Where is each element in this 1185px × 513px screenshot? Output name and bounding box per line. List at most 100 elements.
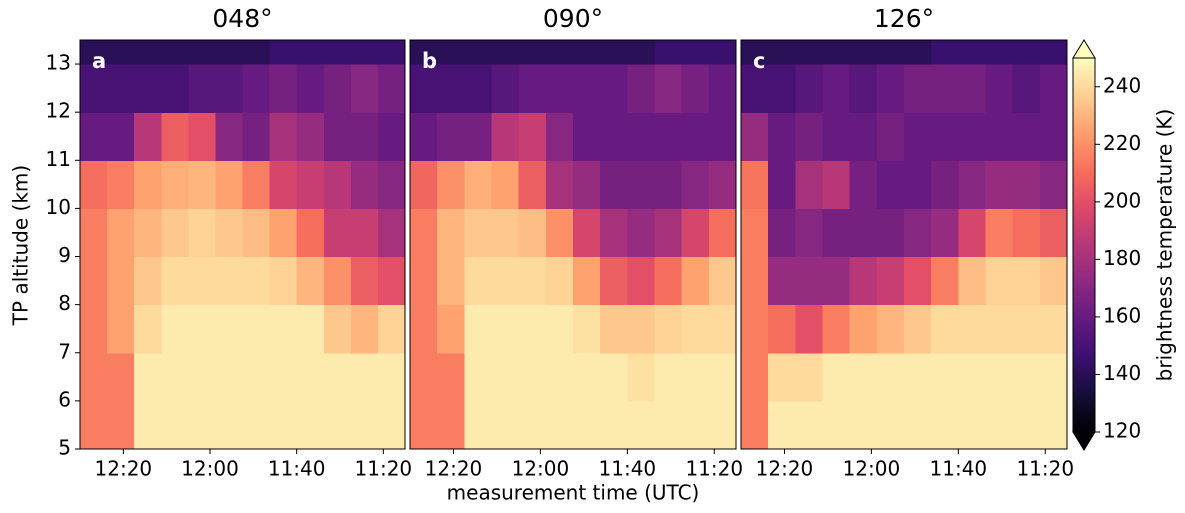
heatmap-cell: [573, 256, 601, 306]
heatmap-cell: [741, 64, 769, 113]
heatmap-cell: [437, 208, 465, 258]
heatmap-cell: [350, 64, 379, 113]
colorbar-tick-label: 220: [1103, 131, 1141, 155]
heatmap-cell: [134, 304, 162, 354]
x-tick-label: 12:20: [425, 457, 483, 481]
heatmap-cell: [491, 112, 520, 161]
heatmap-cell: [931, 256, 959, 306]
heatmap-cell: [985, 256, 1014, 306]
heatmap-cell: [681, 256, 710, 306]
heatmap-cell: [627, 64, 656, 113]
heatmap-cell: [931, 40, 959, 65]
heatmap-cell: [350, 112, 379, 161]
heatmap-cell: [491, 64, 520, 113]
heatmap-cell: [464, 40, 493, 65]
heatmap-cell: [242, 256, 271, 306]
heatmap-cell: [931, 352, 959, 402]
heatmap-cell: [296, 304, 325, 354]
heatmap-cell: [600, 208, 628, 258]
heatmap-cell: [296, 160, 325, 210]
heatmap-cell: [708, 208, 737, 258]
heatmap-cell: [215, 160, 244, 210]
panel-title: 048°: [212, 4, 272, 33]
heatmap-cell: [161, 256, 189, 306]
heatmap-cell: [269, 64, 298, 113]
heatmap-cell: [107, 352, 135, 402]
heatmap-cell: [350, 40, 379, 65]
heatmap-cell: [904, 304, 932, 354]
x-tick-label: 12:00: [843, 457, 901, 481]
heatmap-cell: [518, 400, 547, 450]
heatmap-cell: [708, 352, 737, 402]
heatmap-cell: [768, 160, 796, 210]
heatmap-cell: [269, 40, 298, 65]
heatmap-cell: [600, 352, 628, 402]
heatmap-cell: [269, 160, 298, 210]
heatmap-cell: [849, 352, 878, 402]
heatmap-cell: [931, 400, 959, 450]
heatmap-cell: [822, 40, 851, 65]
heatmap-cell: [627, 112, 656, 161]
heatmap-cell: [377, 352, 406, 402]
panel-frame: [740, 39, 1068, 450]
heatmap-cell: [849, 256, 878, 306]
heatmap-cell: [350, 304, 379, 354]
heatmap-cell: [741, 40, 769, 65]
heatmap-cell: [377, 208, 406, 258]
x-tick-label: 11:40: [930, 457, 988, 481]
heatmap-cell: [876, 64, 905, 113]
heatmap-cell: [822, 400, 851, 450]
heatmap-cell: [822, 304, 851, 354]
heatmap-cell: [215, 208, 244, 258]
heatmap-cell: [377, 112, 406, 161]
heatmap-cell: [985, 304, 1014, 354]
heatmap-cell: [161, 160, 189, 210]
x-tick-label: 12:00: [181, 457, 239, 481]
heatmap-cell: [464, 352, 493, 402]
x-tick-label: 12:20: [95, 457, 153, 481]
heatmap-cell: [1012, 352, 1041, 402]
x-tick-label: 11:40: [599, 457, 657, 481]
heatmap-cell: [188, 352, 217, 402]
colorbar-tick-label: 140: [1103, 361, 1141, 385]
heatmap-cell: [1039, 160, 1068, 210]
heatmap-cell: [161, 112, 189, 161]
heatmap-cell: [958, 64, 987, 113]
heatmap-cell: [410, 208, 438, 258]
heatmap-cell: [410, 112, 438, 161]
heatmap-cell: [627, 40, 656, 65]
heatmap-cell: [768, 40, 796, 65]
heatmap-cell: [437, 112, 465, 161]
heatmap-cell: [654, 112, 683, 161]
heatmap-cell: [518, 112, 547, 161]
heatmap-cell: [350, 352, 379, 402]
heatmap-cell: [627, 304, 656, 354]
heatmap-cell: [958, 400, 987, 450]
heatmap-cell: [600, 40, 628, 65]
heatmap-cell: [545, 352, 574, 402]
heatmap-cell: [1039, 208, 1068, 258]
heatmap-cell: [80, 112, 108, 161]
heatmap-cell: [876, 208, 905, 258]
heatmap-cell: [491, 40, 520, 65]
colorbar: [1072, 57, 1096, 433]
heatmap-cell: [876, 304, 905, 354]
heatmap-cell: [1039, 352, 1068, 402]
heatmap-cell: [795, 40, 824, 65]
heatmap-cell: [242, 304, 271, 354]
heatmap-cell: [134, 256, 162, 306]
heatmap-cell: [958, 304, 987, 354]
heatmap-cell: [80, 160, 108, 210]
heatmap-cell: [161, 304, 189, 354]
y-tick-label: 8: [58, 291, 71, 315]
heatmap-cell: [795, 352, 824, 402]
heatmap-cell: [654, 208, 683, 258]
heatmap-cell: [741, 112, 769, 161]
heatmap-cell: [464, 256, 493, 306]
heatmap-cell: [437, 64, 465, 113]
panel-title: 126°: [874, 4, 934, 33]
heatmap-cell: [1039, 400, 1068, 450]
heatmap-cell: [464, 112, 493, 161]
heatmap-cell: [188, 160, 217, 210]
heatmap-cell: [1039, 64, 1068, 113]
